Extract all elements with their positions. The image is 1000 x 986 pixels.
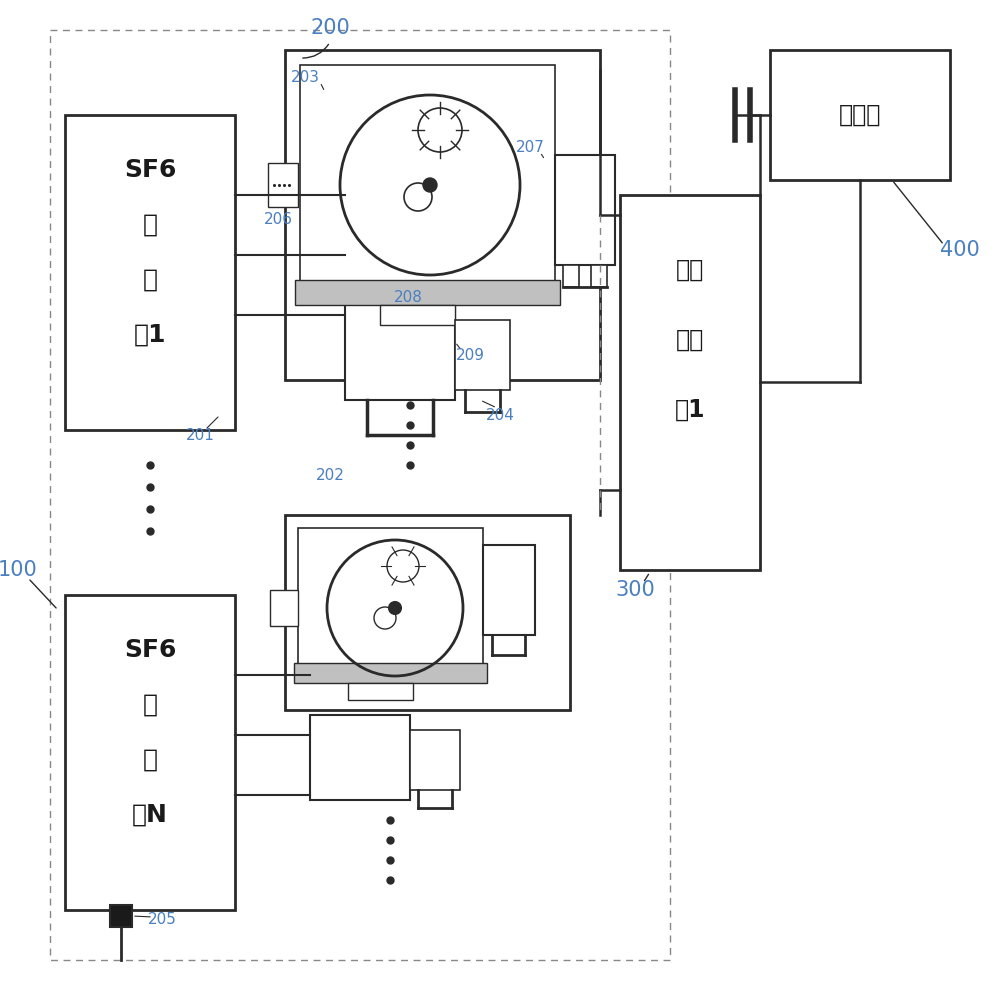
Text: 207: 207 (516, 140, 544, 156)
Text: 断: 断 (143, 693, 158, 717)
Bar (65, 595, 235, 910)
Text: 204: 204 (486, 407, 514, 422)
Text: 显示: 显示 (676, 328, 704, 352)
Text: 路: 路 (143, 268, 158, 292)
FancyArrowPatch shape (303, 44, 328, 58)
Circle shape (389, 602, 401, 614)
Text: 仪1: 仪1 (675, 398, 705, 422)
Bar (50, 30, 670, 960)
Text: 路: 路 (143, 748, 158, 772)
Bar (591, 265, 607, 287)
Bar (483, 545, 535, 635)
Bar (380, 305, 455, 325)
Bar (310, 715, 410, 800)
Text: 208: 208 (394, 291, 422, 306)
Bar (295, 280, 560, 305)
Bar (300, 65, 555, 305)
Bar (620, 195, 760, 570)
Bar (563, 265, 579, 287)
Text: 器1: 器1 (134, 323, 166, 347)
Bar (455, 320, 510, 390)
Text: SF6: SF6 (124, 638, 176, 662)
Text: SF6: SF6 (124, 158, 176, 182)
Bar (770, 50, 950, 180)
Text: 209: 209 (456, 347, 484, 363)
Bar (345, 300, 455, 400)
Text: 主控室: 主控室 (839, 103, 881, 127)
Text: 206: 206 (264, 213, 292, 228)
Bar (348, 683, 413, 700)
Text: 200: 200 (310, 18, 350, 38)
Text: 205: 205 (148, 912, 176, 928)
Bar (298, 528, 483, 683)
Circle shape (423, 178, 437, 192)
Bar (270, 590, 298, 626)
Bar (110, 905, 132, 927)
Text: 203: 203 (290, 71, 320, 86)
Text: 100: 100 (0, 560, 38, 580)
Text: 201: 201 (186, 428, 214, 443)
Text: 400: 400 (940, 240, 980, 260)
Bar (268, 163, 298, 207)
Bar (410, 730, 460, 790)
Bar (65, 115, 235, 430)
Text: 断: 断 (143, 213, 158, 237)
Bar (294, 663, 487, 683)
Text: 器N: 器N (132, 803, 168, 827)
Text: 300: 300 (615, 580, 655, 600)
Text: 就地: 就地 (676, 258, 704, 282)
Bar (555, 155, 615, 265)
Bar (285, 50, 600, 380)
Bar (285, 515, 570, 710)
Text: 202: 202 (316, 467, 344, 482)
